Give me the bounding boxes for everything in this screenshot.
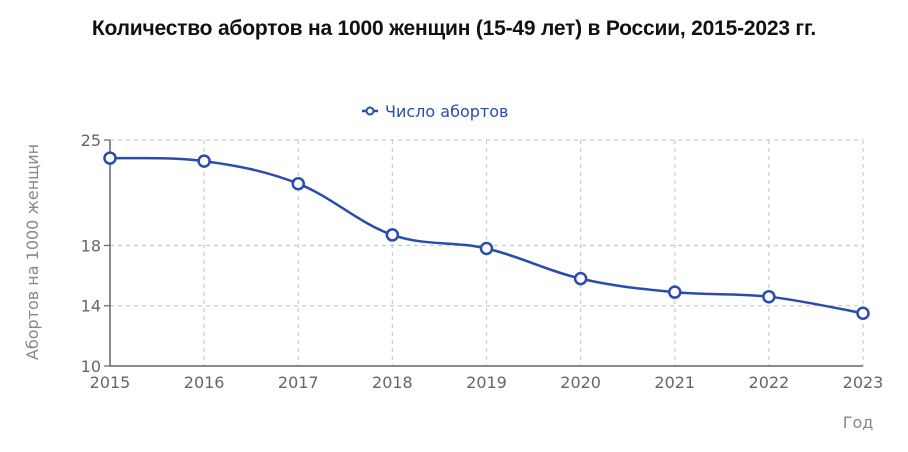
legend[interactable]: Число абортов [362, 102, 508, 121]
data-point-marker[interactable] [291, 176, 305, 191]
chart-title: Количество абортов на 1000 женщин (15-49… [91, 17, 817, 40]
data-point-marker[interactable] [762, 289, 776, 304]
axes [109, 140, 863, 367]
x-tick-label: 2023 [843, 373, 884, 392]
data-point-marker[interactable] [103, 151, 117, 165]
series-markers [103, 151, 870, 321]
data-point-marker[interactable] [573, 271, 588, 286]
legend-marker-icon [365, 106, 375, 116]
y-axis-ticks: 10 14 18 25 [81, 131, 110, 376]
x-tick-label: 2019 [466, 373, 507, 392]
x-tick-label: 2022 [749, 373, 790, 392]
data-point-marker[interactable] [668, 285, 682, 299]
data-point-marker[interactable] [856, 306, 870, 321]
data-point-marker[interactable] [197, 154, 211, 168]
legend-label: Число абортов [385, 102, 508, 121]
x-tick-label: 2020 [560, 373, 601, 392]
x-axis-ticks: 2015 2016 2017 2018 2019 2020 2021 2022 2023 [90, 373, 884, 392]
y-axis-title: Абортов на 1000 женщин [23, 144, 42, 360]
y-tick-label: 25 [81, 131, 101, 150]
x-tick-label: 2016 [184, 373, 225, 392]
data-point-marker[interactable] [479, 241, 494, 256]
x-tick-label: 2021 [654, 373, 695, 392]
data-point-marker[interactable] [385, 228, 400, 242]
x-tick-label: 2015 [90, 373, 131, 392]
y-tick-label: 18 [81, 236, 101, 255]
x-tick-label: 2018 [372, 373, 413, 392]
x-tick-label: 2017 [278, 373, 319, 392]
x-axis-title: Год [843, 413, 874, 432]
y-tick-label: 10 [81, 357, 101, 376]
y-tick-label: 14 [81, 297, 101, 316]
